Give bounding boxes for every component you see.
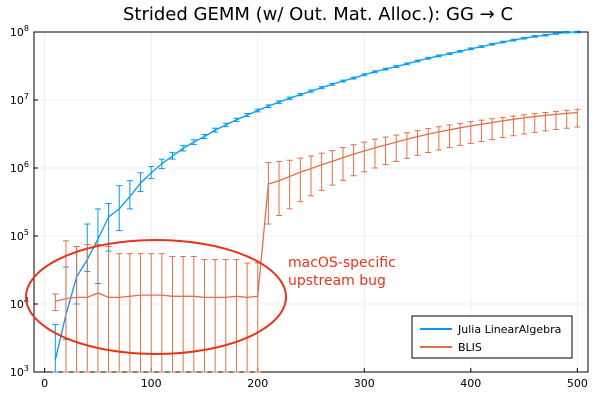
x-tick-label: 200 bbox=[247, 377, 268, 390]
annotation-line-1: macOS-specific bbox=[288, 255, 396, 271]
series-line bbox=[54, 31, 578, 361]
series-line bbox=[55, 111, 578, 302]
legend-label-blis: BLIS bbox=[458, 341, 482, 354]
x-tick-label: 500 bbox=[567, 377, 588, 390]
y-tick-base: 10 bbox=[10, 230, 24, 243]
plot-frame bbox=[33, 31, 589, 373]
annotation-ellipse bbox=[25, 239, 287, 355]
y-tick-base: 10 bbox=[10, 366, 24, 379]
y-tick-exponent: 5 bbox=[24, 228, 29, 237]
legend-box bbox=[411, 315, 573, 359]
y-tick-base: 10 bbox=[10, 298, 24, 311]
y-tick-label: 106 bbox=[10, 160, 29, 175]
x-tick-label: 300 bbox=[354, 377, 375, 390]
y-tick-exponent: 8 bbox=[24, 24, 29, 33]
y-tick-base: 10 bbox=[10, 162, 24, 175]
y-tick-label: 107 bbox=[10, 92, 29, 107]
x-axis-ticks: 0 100 200 300 400 500 bbox=[41, 368, 588, 390]
x-tick-label: 0 bbox=[41, 377, 48, 390]
x-tick-label: 100 bbox=[141, 377, 162, 390]
legend-label-julia: Julia LinearAlgebra bbox=[457, 323, 561, 336]
y-tick-exponent: 7 bbox=[24, 92, 29, 101]
annotation-line-2: upstream bug bbox=[288, 273, 386, 289]
chart-title: Strided GEMM (w/ Out. Mat. Alloc.): GG →… bbox=[123, 4, 513, 25]
y-tick-label: 108 bbox=[10, 24, 29, 39]
y-tick-exponent: 6 bbox=[24, 160, 29, 169]
annotation: macOS-specific upstream bug bbox=[25, 239, 396, 355]
y-tick-exponent: 3 bbox=[24, 364, 29, 373]
y-tick-base: 10 bbox=[10, 26, 24, 39]
y-tick-label: 103 bbox=[10, 364, 29, 379]
y-tick-label: 105 bbox=[10, 228, 29, 243]
legend: Julia LinearAlgebra BLIS bbox=[411, 315, 573, 359]
x-tick-label: 400 bbox=[460, 377, 481, 390]
y-tick-base: 10 bbox=[10, 94, 24, 107]
